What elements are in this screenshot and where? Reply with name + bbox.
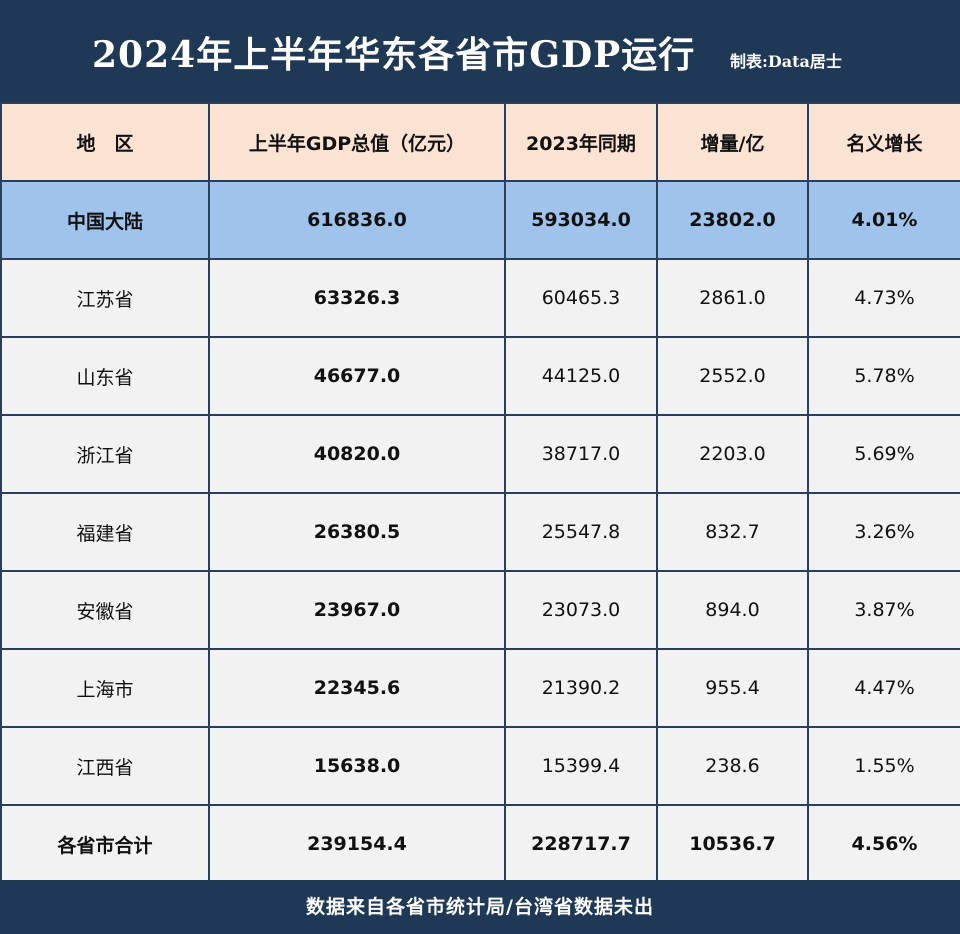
region-cell: 浙江省 bbox=[0, 414, 210, 494]
gdp-cell: 63326.3 bbox=[208, 258, 506, 338]
gdp-cell: 40820.0 bbox=[208, 414, 506, 494]
header-gdp: 上半年GDP总值（亿元） bbox=[208, 102, 506, 182]
table-row: 山东省 46677.0 44125.0 2552.0 5.78% bbox=[0, 336, 960, 416]
growth-cell: 4.56% bbox=[807, 804, 960, 884]
gdp-cell: 616836.0 bbox=[208, 180, 506, 260]
region-cell: 福建省 bbox=[0, 492, 210, 572]
region-cell: 各省市合计 bbox=[0, 804, 210, 884]
table-row: 江苏省 63326.3 60465.3 2861.0 4.73% bbox=[0, 258, 960, 338]
increase-cell: 894.0 bbox=[656, 570, 809, 650]
region-cell: 安徽省 bbox=[0, 570, 210, 650]
prev-cell: 25547.8 bbox=[504, 492, 658, 572]
prev-cell: 15399.4 bbox=[504, 726, 658, 806]
growth-cell: 3.87% bbox=[807, 570, 960, 650]
region-cell: 江苏省 bbox=[0, 258, 210, 338]
header-increase: 增量/亿 bbox=[656, 102, 809, 182]
header-prev: 2023年同期 bbox=[504, 102, 658, 182]
gdp-cell: 23967.0 bbox=[208, 570, 506, 650]
table-row: 江西省 15638.0 15399.4 238.6 1.55% bbox=[0, 726, 960, 806]
prev-cell: 23073.0 bbox=[504, 570, 658, 650]
header-row: 地 区 上半年GDP总值（亿元） 2023年同期 增量/亿 名义增长 bbox=[0, 102, 960, 182]
header-region: 地 区 bbox=[0, 102, 210, 182]
increase-cell: 2861.0 bbox=[656, 258, 809, 338]
region-cell: 山东省 bbox=[0, 336, 210, 416]
page-title: 2024年上半年华东各省市GDP运行 bbox=[92, 34, 696, 76]
table-row: 安徽省 23967.0 23073.0 894.0 3.87% bbox=[0, 570, 960, 650]
table-row: 上海市 22345.6 21390.2 955.4 4.47% bbox=[0, 648, 960, 728]
growth-cell: 5.78% bbox=[807, 336, 960, 416]
growth-cell: 5.69% bbox=[807, 414, 960, 494]
growth-cell: 4.73% bbox=[807, 258, 960, 338]
prev-cell: 593034.0 bbox=[504, 180, 658, 260]
growth-cell: 4.47% bbox=[807, 648, 960, 728]
increase-cell: 238.6 bbox=[656, 726, 809, 806]
table-row: 浙江省 40820.0 38717.0 2203.0 5.69% bbox=[0, 414, 960, 494]
region-cell: 中国大陆 bbox=[0, 180, 210, 260]
increase-cell: 2203.0 bbox=[656, 414, 809, 494]
credit-label: 制表:Data居士 bbox=[730, 52, 842, 71]
prev-cell: 228717.7 bbox=[504, 804, 658, 884]
gdp-cell: 15638.0 bbox=[208, 726, 506, 806]
increase-cell: 832.7 bbox=[656, 492, 809, 572]
growth-cell: 4.01% bbox=[807, 180, 960, 260]
gdp-cell: 26380.5 bbox=[208, 492, 506, 572]
gdp-cell: 22345.6 bbox=[208, 648, 506, 728]
source-note: 数据来自各省市统计局/台湾省数据未出 bbox=[0, 880, 960, 934]
prev-cell: 38717.0 bbox=[504, 414, 658, 494]
gdp-table: 地 区 上半年GDP总值（亿元） 2023年同期 增量/亿 名义增长 中国大陆 … bbox=[0, 102, 960, 884]
prev-cell: 21390.2 bbox=[504, 648, 658, 728]
header-growth: 名义增长 bbox=[807, 102, 960, 182]
region-cell: 江西省 bbox=[0, 726, 210, 806]
growth-cell: 1.55% bbox=[807, 726, 960, 806]
table-row: 福建省 26380.5 25547.8 832.7 3.26% bbox=[0, 492, 960, 572]
region-cell: 上海市 bbox=[0, 648, 210, 728]
summary-row: 中国大陆 616836.0 593034.0 23802.0 4.01% bbox=[0, 180, 960, 260]
gdp-cell: 46677.0 bbox=[208, 336, 506, 416]
increase-cell: 955.4 bbox=[656, 648, 809, 728]
title-bar: 2024年上半年华东各省市GDP运行 制表:Data居士 bbox=[0, 0, 960, 102]
total-row: 各省市合计 239154.4 228717.7 10536.7 4.56% bbox=[0, 804, 960, 884]
prev-cell: 44125.0 bbox=[504, 336, 658, 416]
gdp-cell: 239154.4 bbox=[208, 804, 506, 884]
increase-cell: 2552.0 bbox=[656, 336, 809, 416]
growth-cell: 3.26% bbox=[807, 492, 960, 572]
increase-cell: 23802.0 bbox=[656, 180, 809, 260]
increase-cell: 10536.7 bbox=[656, 804, 809, 884]
prev-cell: 60465.3 bbox=[504, 258, 658, 338]
